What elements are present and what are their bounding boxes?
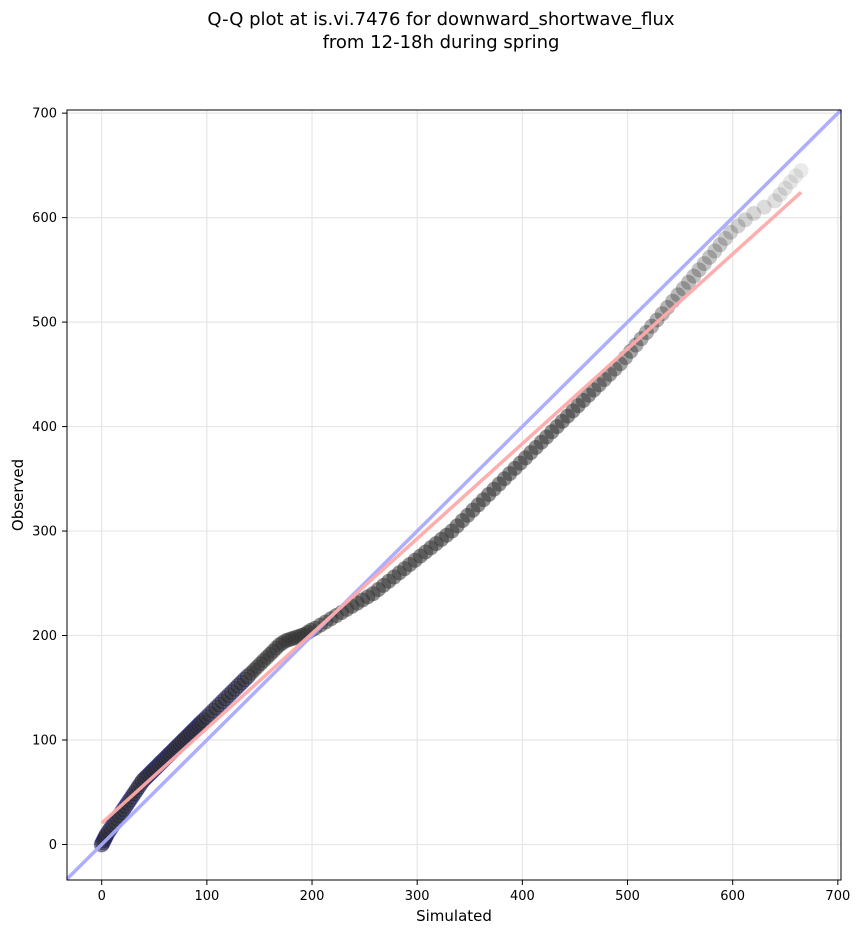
data-point — [777, 180, 793, 196]
chart-title-line2: from 12-18h during spring — [323, 32, 560, 53]
data-point — [783, 174, 799, 190]
data-point — [746, 205, 762, 221]
regression-line — [100, 191, 803, 825]
data-point — [702, 249, 718, 265]
y-tick-label: 300 — [32, 525, 57, 540]
y-tick-label: 600 — [32, 211, 57, 226]
grid-lines — [67, 110, 841, 880]
y-tick-label: 200 — [32, 629, 57, 644]
data-point — [696, 256, 712, 272]
x-tick-label: 500 — [615, 889, 640, 904]
data-point — [628, 337, 644, 353]
data-point — [737, 212, 753, 228]
x-tick-label: 700 — [825, 889, 850, 904]
y-tick-label: 0 — [49, 838, 57, 853]
x-tick-label: 300 — [405, 889, 430, 904]
chart-title-line1: Q-Q plot at is.vi.7476 for downward_shor… — [207, 9, 675, 30]
data-point — [788, 168, 804, 184]
x-axis-ticks: 0 100 200 300 400 500 600 700 — [98, 880, 850, 904]
data-point — [756, 199, 772, 215]
y-tick-label: 400 — [32, 420, 57, 435]
y-tick-label: 700 — [32, 107, 57, 122]
x-axis-label: Simulated — [416, 907, 492, 925]
data-point — [691, 262, 707, 278]
data-point — [712, 237, 728, 253]
data-point — [596, 372, 612, 388]
x-tick-label: 0 — [98, 889, 106, 904]
y-tick-label: 100 — [32, 734, 57, 749]
data-point — [767, 193, 783, 209]
plot-frame — [66, 109, 842, 881]
data-point — [707, 243, 723, 259]
data-point — [793, 163, 809, 179]
data-point — [654, 306, 670, 322]
data-point — [717, 231, 733, 247]
y-tick-label: 500 — [32, 316, 57, 331]
y-axis-label: Observed — [9, 459, 27, 531]
y-axis-ticks: 0 100 200 300 400 500 600 700 — [32, 107, 67, 853]
x-tick-label: 200 — [300, 889, 325, 904]
reference-lines — [65, 108, 843, 881]
data-point — [591, 377, 607, 393]
data-point — [772, 187, 788, 203]
identity-line — [65, 108, 843, 881]
data-point — [675, 281, 691, 297]
x-tick-label: 100 — [194, 889, 219, 904]
x-tick-label: 400 — [510, 889, 535, 904]
data-point — [686, 268, 702, 284]
x-tick-label: 600 — [720, 889, 745, 904]
data-point — [730, 218, 746, 234]
data-point — [681, 274, 697, 290]
data-point — [723, 224, 739, 240]
